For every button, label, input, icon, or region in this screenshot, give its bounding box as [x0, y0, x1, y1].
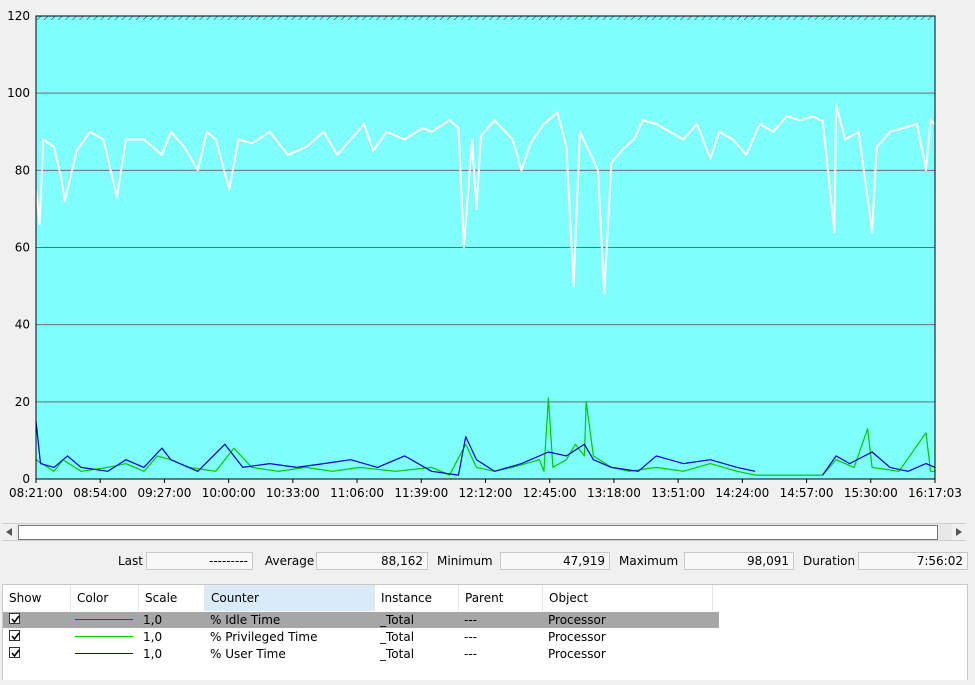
last-label: Last: [118, 554, 143, 568]
maximum-value: 98,091: [684, 552, 794, 570]
show-checkbox[interactable]: [9, 647, 20, 658]
header-color[interactable]: Color: [71, 585, 139, 611]
last-value: ---------: [146, 552, 253, 570]
series-line-user-time: [35, 421, 756, 476]
header-parent[interactable]: Parent: [459, 585, 543, 611]
object-name: Processor: [548, 613, 606, 627]
parent-name: ---: [464, 647, 477, 661]
x-tick-label: 10:33:00: [266, 486, 320, 500]
x-tick-label: 09:27:00: [137, 486, 191, 500]
scale-value: 1,0: [143, 630, 163, 644]
instance-name: _Total: [380, 647, 415, 661]
x-tick-label: 13:18:00: [587, 486, 641, 500]
header-show[interactable]: Show: [3, 585, 71, 611]
duration-label: Duration: [803, 554, 856, 568]
y-tick-label: 20: [15, 395, 30, 409]
series-color-swatch: [75, 619, 133, 620]
checkmark-icon: [11, 615, 20, 624]
scale-value: 1,0: [143, 613, 163, 627]
x-tick-label: 08:21:00: [9, 486, 63, 500]
x-tick-label: 10:00:00: [202, 486, 256, 500]
duration-value: 7:56:02: [858, 552, 968, 570]
series-line-user-time: [822, 451, 936, 476]
counter-name: % Privileged Time: [210, 630, 318, 644]
scroll-right-button[interactable]: [952, 524, 966, 540]
statistics-bar: Last --------- Average 88,162 Minimum 47…: [0, 552, 975, 572]
y-tick-label: 40: [15, 318, 30, 332]
scroll-right-icon: [956, 528, 962, 536]
minimum-value: 47,919: [500, 552, 610, 570]
x-tick-label: 14:57:00: [780, 486, 834, 500]
scroll-thumb[interactable]: [18, 525, 938, 540]
y-tick-label: 120: [7, 9, 30, 23]
plot-frame: [35, 15, 936, 480]
x-tick-label: 11:06:00: [330, 486, 384, 500]
counter-legend: Show Color Scale Counter Instance Parent…: [2, 584, 968, 682]
legend-row-privileged-time[interactable]: 1,0 % Privileged Time _Total --- Process…: [3, 629, 719, 645]
legend-header: Show Color Scale Counter Instance Parent…: [3, 585, 967, 611]
header-counter[interactable]: Counter: [205, 585, 375, 611]
checkmark-icon: [11, 649, 20, 658]
scroll-left-icon: [6, 528, 12, 536]
x-tick-label: 11:39:00: [394, 486, 448, 500]
y-tick-label: 0: [22, 472, 30, 486]
maximum-label: Maximum: [619, 554, 679, 568]
legend-row-user-time[interactable]: 1,0 % User Time _Total --- Processor: [3, 646, 719, 662]
show-checkbox[interactable]: [9, 613, 20, 624]
performance-chart[interactable]: 0 20 40 60 80 100 120 08:21:00 08:54:00 09:27:00 1…: [0, 0, 975, 520]
header-scale[interactable]: Scale: [139, 585, 205, 611]
x-tick-label: 16:17:03: [908, 486, 962, 500]
object-name: Processor: [548, 630, 606, 644]
time-scrollbar[interactable]: [2, 523, 966, 541]
minimum-label: Minimum: [437, 554, 493, 568]
y-tick-label: 60: [15, 241, 30, 255]
object-name: Processor: [548, 647, 606, 661]
y-tick-label: 100: [7, 86, 30, 100]
average-value: 88,162: [316, 552, 428, 570]
x-tick-label: 14:24:00: [715, 486, 769, 500]
x-tick-label: 12:45:00: [523, 486, 577, 500]
average-label: Average: [265, 554, 315, 568]
series-color-swatch: [75, 653, 133, 654]
scale-value: 1,0: [143, 647, 163, 661]
counter-name: % User Time: [210, 647, 286, 661]
series-color-swatch: [75, 636, 133, 637]
instance-name: _Total: [380, 630, 415, 644]
parent-name: ---: [464, 630, 477, 644]
checkmark-icon: [11, 632, 20, 641]
x-tick-label: 13:51:00: [651, 486, 705, 500]
parent-name: ---: [464, 613, 477, 627]
x-tick-label: 12:12:00: [459, 486, 513, 500]
series-line-idle-time: [35, 103, 936, 295]
legend-row-idle-time[interactable]: 1,0 % Idle Time _Total --- Processor: [3, 612, 719, 628]
x-tick-label: 08:54:00: [73, 486, 127, 500]
status-strip: [0, 680, 975, 685]
upper-limit-hatch: [36, 16, 935, 20]
x-tick-label: 15:30:00: [844, 486, 898, 500]
instance-name: _Total: [380, 613, 415, 627]
counter-name: % Idle Time: [210, 613, 281, 627]
y-tick-label: 80: [15, 163, 30, 177]
header-object[interactable]: Object: [543, 585, 713, 611]
header-instance[interactable]: Instance: [375, 585, 459, 611]
scroll-left-button[interactable]: [2, 524, 16, 540]
show-checkbox[interactable]: [9, 630, 20, 641]
